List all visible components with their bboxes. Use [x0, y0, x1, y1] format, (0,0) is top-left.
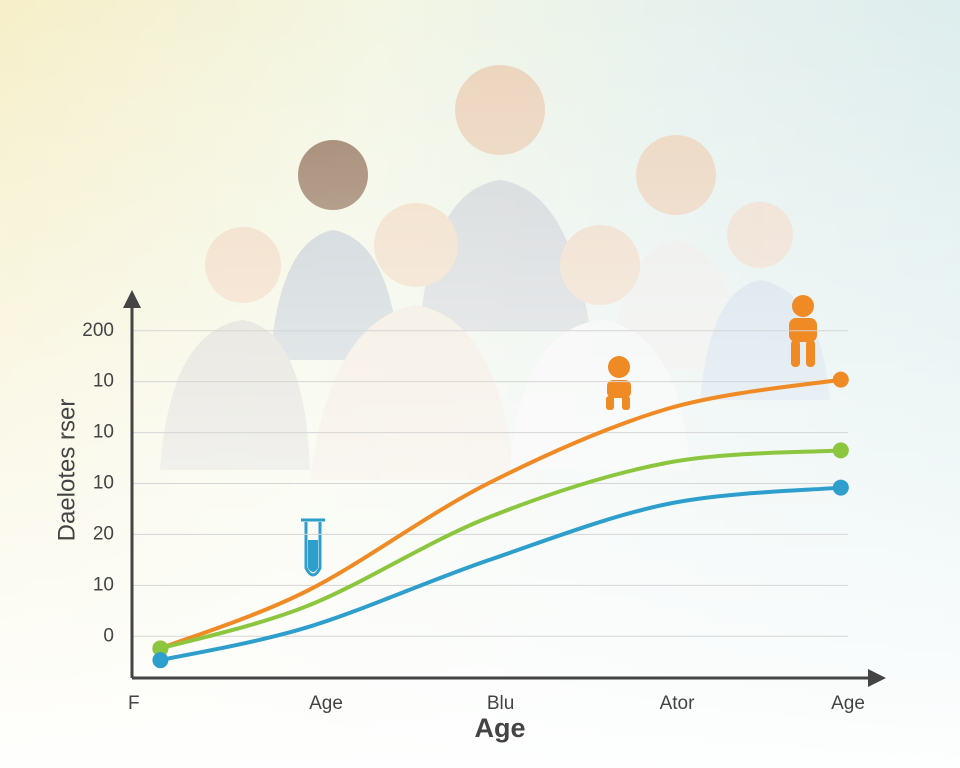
x-tick-label: Ator [660, 693, 696, 714]
series-line [159, 377, 842, 651]
y-tick-label: 10 [93, 422, 114, 443]
x-tick-label: Blu [487, 693, 514, 714]
test-tube-icon [301, 518, 325, 577]
y-axis-arrow [123, 290, 141, 308]
series-line [159, 485, 841, 663]
end-marker [832, 371, 849, 388]
y-tick-label: 10 [93, 371, 114, 392]
y-tick-label: 200 [82, 320, 114, 341]
x-axis-arrow [868, 669, 886, 687]
y-tick-label: 10 [93, 574, 114, 595]
person-icon [606, 295, 817, 410]
x-axis-title: Age [474, 713, 525, 743]
end-marker [832, 479, 849, 496]
end-marker [152, 652, 169, 669]
y-tick-label: 10 [93, 473, 114, 494]
y-axis-title: Daelotes rser [53, 399, 80, 542]
y-tick-label: 20 [93, 523, 114, 544]
end-marker [832, 442, 849, 459]
x-tick-label: Age [831, 693, 865, 714]
end-marker [152, 640, 169, 657]
x-tick-label: F [128, 693, 140, 714]
series-line [159, 448, 841, 651]
x-tick-label: Age [309, 693, 343, 714]
y-tick-label: 0 [103, 625, 114, 646]
